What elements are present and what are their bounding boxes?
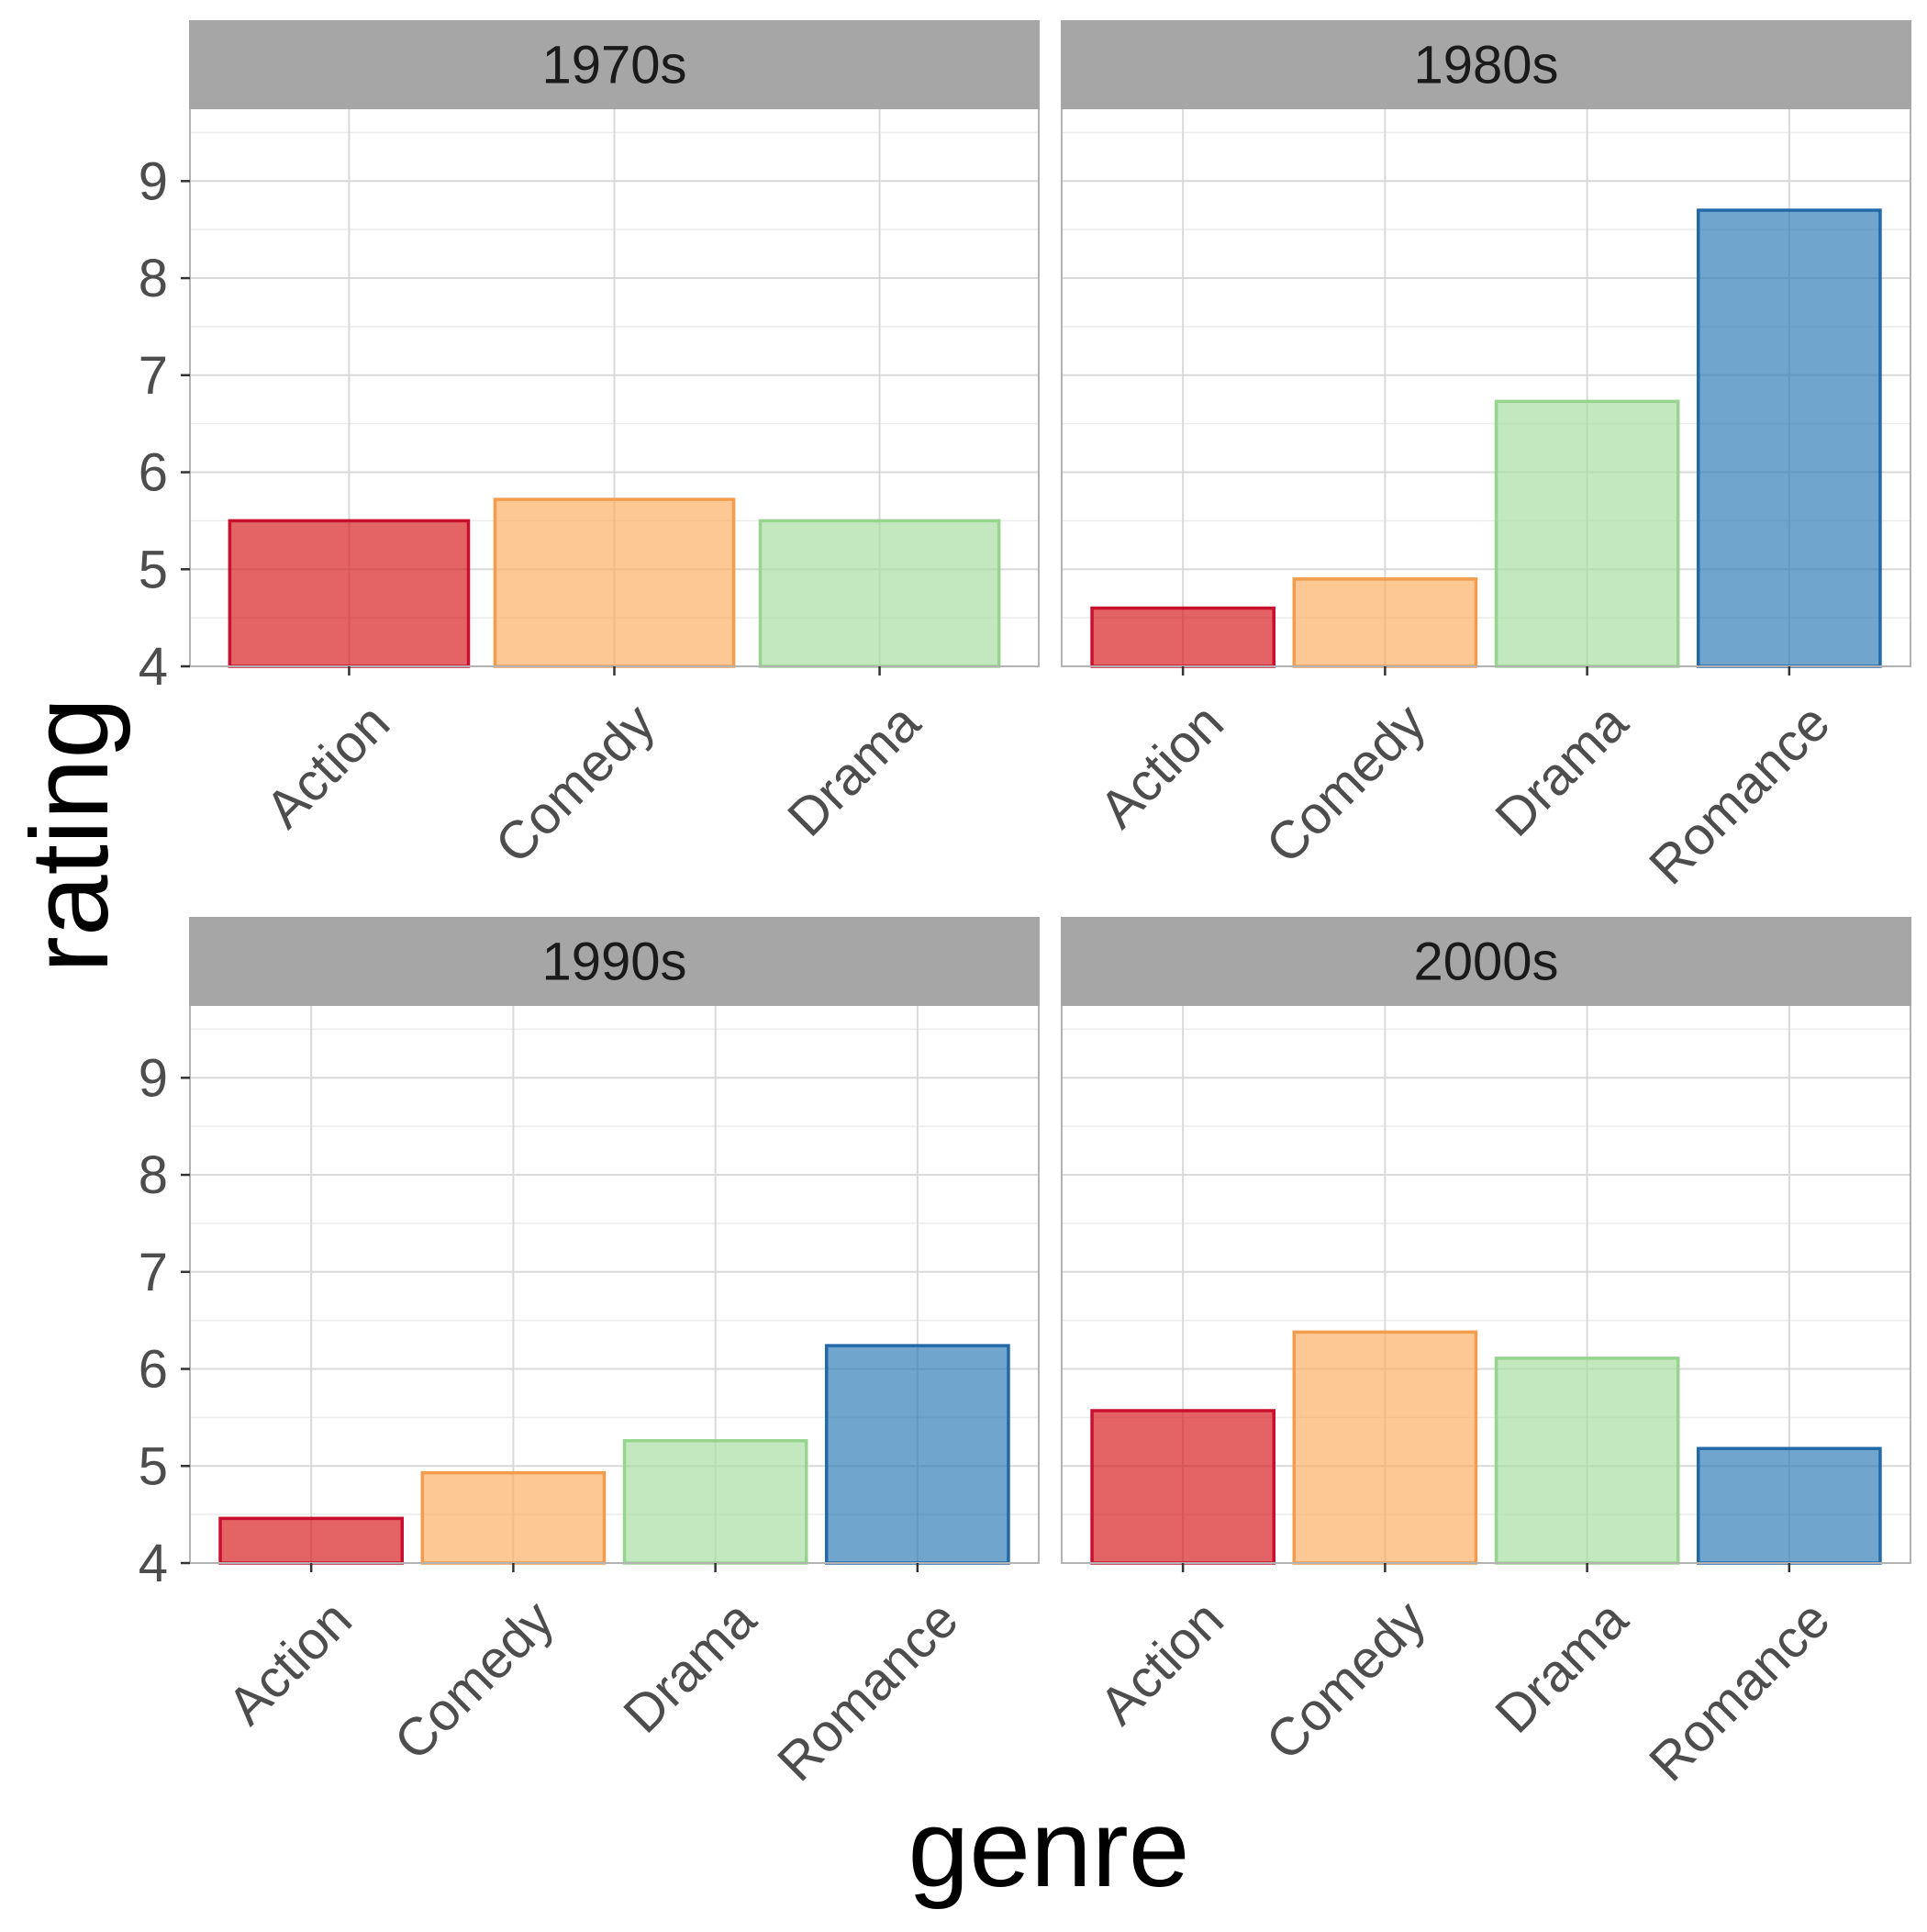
x-tick-label: Drama (1484, 1589, 1640, 1745)
strip-label: 1980s (1413, 36, 1558, 95)
bar-drama (1494, 399, 1680, 668)
strip-label: 2000s (1413, 932, 1558, 992)
x-tick-label: Action (217, 1590, 363, 1737)
strip-background (189, 20, 1040, 109)
bar-romance (1697, 208, 1882, 668)
bar-romance (1697, 1446, 1882, 1565)
y-tick-label: 9 (139, 1048, 168, 1108)
y-tick-label: 4 (139, 1534, 168, 1593)
x-tick-label: Romance (766, 1590, 969, 1792)
strip-label: 1970s (541, 36, 686, 95)
x-tick-label: Comedy (1254, 693, 1437, 876)
bar-action (1090, 1409, 1276, 1565)
x-tick-label: Comedy (383, 1590, 565, 1772)
strip-label: 1990s (541, 932, 686, 992)
bar-action (1090, 606, 1276, 668)
y-tick-label: 7 (139, 346, 168, 406)
x-tick-label: Action (1088, 693, 1235, 840)
x-tick-label: Comedy (1254, 1590, 1437, 1772)
x-tick-label: Action (1088, 1590, 1235, 1737)
strip-background (189, 917, 1040, 1006)
x-tick-label: Action (254, 693, 401, 840)
y-tick-label: 4 (139, 637, 168, 697)
bar-action (218, 1516, 404, 1565)
bar-action (228, 519, 471, 668)
bar-drama (622, 1439, 808, 1565)
strip-background (1061, 20, 1911, 109)
x-tick-label: Comedy (484, 693, 666, 876)
x-tick-label: Romance (1638, 1590, 1841, 1792)
y-tick-label: 6 (139, 1340, 168, 1400)
panel-1970s: 1970s 4 5 6 7 8 9 Action Comedy Drama (139, 20, 1040, 876)
x-tick-label: Drama (612, 1589, 768, 1745)
y-tick-label: 8 (139, 249, 168, 308)
y-tick-label: 7 (139, 1243, 168, 1302)
x-tick-label: Drama (1484, 692, 1640, 848)
x-tick-label: Drama (776, 692, 932, 848)
bar-comedy (420, 1470, 607, 1565)
y-tick-label: 9 (139, 151, 168, 211)
bar-drama (758, 519, 1001, 668)
bar-comedy (1292, 577, 1478, 668)
bar-comedy (1292, 1330, 1478, 1565)
bar-romance (825, 1344, 1010, 1565)
bar-drama (1494, 1357, 1680, 1565)
strip-background (1061, 917, 1911, 1006)
y-tick-label: 8 (139, 1145, 168, 1205)
y-tick-label: 6 (139, 443, 168, 503)
bar-comedy (493, 497, 736, 668)
x-axis-title: genre (908, 1787, 1190, 1910)
y-tick-label: 5 (139, 540, 168, 599)
y-axis-title: rating (8, 698, 131, 973)
y-tick-label: 5 (139, 1436, 168, 1496)
x-tick-label: Romance (1638, 693, 1841, 896)
